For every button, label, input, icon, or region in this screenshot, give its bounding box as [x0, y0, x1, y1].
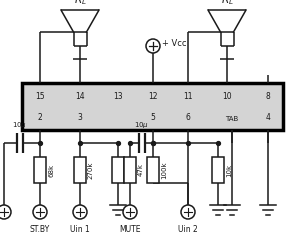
Bar [34, 157, 46, 183]
Text: 68k: 68k [48, 163, 54, 177]
Text: 10$\mu$: 10$\mu$ [13, 120, 28, 130]
Text: $R_L$: $R_L$ [74, 0, 86, 7]
Text: $R_L$: $R_L$ [220, 0, 233, 7]
Text: 5: 5 [151, 113, 155, 122]
Bar [124, 157, 136, 183]
Text: 15: 15 [35, 92, 45, 101]
Text: 6: 6 [186, 113, 190, 122]
Bar [112, 157, 124, 183]
Bar [22, 83, 283, 130]
Text: TAB: TAB [225, 116, 239, 122]
Text: Uin 1: Uin 1 [70, 225, 90, 233]
Text: 3: 3 [78, 113, 82, 122]
Text: ST.BY: ST.BY [30, 225, 50, 233]
Text: MUTE: MUTE [119, 225, 141, 233]
Text: 12: 12 [148, 92, 158, 101]
Text: 10k: 10k [126, 163, 132, 177]
Text: 270k: 270k [88, 161, 94, 179]
Text: 4: 4 [266, 113, 270, 122]
Text: 8: 8 [266, 92, 270, 101]
Text: 10k: 10k [226, 163, 232, 177]
Text: 13: 13 [113, 92, 123, 101]
Text: 47k: 47k [138, 164, 144, 177]
Text: + Vcc: + Vcc [162, 40, 187, 48]
Text: 14: 14 [75, 92, 85, 101]
Text: 10$\mu$: 10$\mu$ [134, 120, 149, 130]
Text: 10: 10 [222, 92, 232, 101]
Bar [74, 157, 86, 183]
Text: 11: 11 [183, 92, 193, 101]
Bar [212, 157, 224, 183]
Bar [147, 157, 159, 183]
Text: 2: 2 [38, 113, 42, 122]
Text: 100k: 100k [161, 161, 167, 179]
Text: Uin 2: Uin 2 [178, 225, 198, 233]
